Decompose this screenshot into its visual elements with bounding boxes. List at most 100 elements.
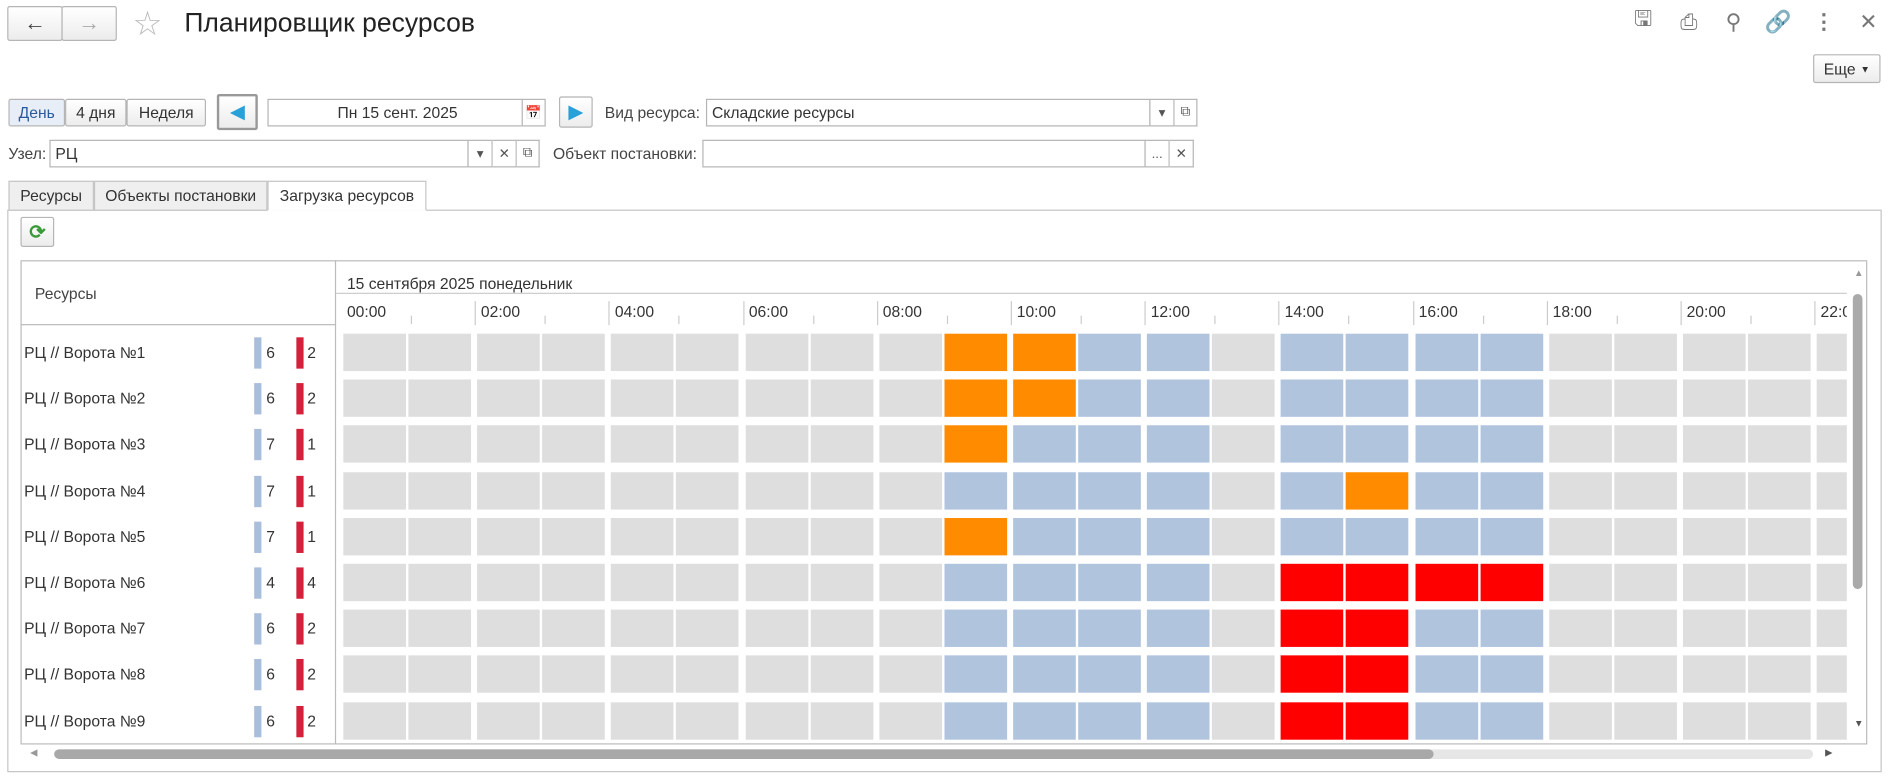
slot <box>745 425 808 464</box>
h-scrollbar[interactable]: ◀ ▶ <box>30 746 1833 759</box>
slot <box>542 379 605 418</box>
next-date[interactable]: ▶ <box>558 96 593 128</box>
slot <box>1281 425 1344 464</box>
slot <box>1281 471 1344 510</box>
slot <box>477 333 540 372</box>
hour-divider <box>1680 301 1682 326</box>
calendar-button[interactable]: 📅 <box>521 98 546 127</box>
slot <box>1682 563 1746 602</box>
date-field[interactable]: Пн 15 сент. 2025 <box>267 98 523 127</box>
slot <box>1614 701 1677 740</box>
half-tick <box>812 315 814 325</box>
busy-count: 2 <box>307 711 316 730</box>
resource-type-open[interactable]: ⧉ <box>1174 98 1198 127</box>
slot <box>1346 425 1409 464</box>
more-button[interactable]: Еще ▼ <box>1813 54 1881 84</box>
preview-icon[interactable]: ⚲ <box>1725 9 1742 34</box>
slot <box>1281 333 1344 372</box>
object-label: Объект постановки: <box>552 144 698 163</box>
tab-resources[interactable]: Ресурсы <box>8 180 94 211</box>
slot <box>1346 563 1409 602</box>
slot <box>879 655 942 694</box>
slot <box>810 655 873 694</box>
busy-count: 2 <box>307 665 316 684</box>
period-week[interactable]: Неделя <box>126 98 207 127</box>
slot <box>542 701 605 740</box>
timeline-date: 15 сентября 2025 понедельник <box>346 274 573 293</box>
object-field[interactable] <box>702 139 1146 168</box>
hour-divider <box>1010 301 1012 326</box>
half-tick <box>1616 315 1618 325</box>
node-clear[interactable]: ✕ <box>492 139 517 168</box>
slot <box>810 517 873 556</box>
slot <box>1548 425 1612 464</box>
tab-objects[interactable]: Объекты постановки <box>93 180 268 211</box>
period-4-days[interactable]: 4 дня <box>65 98 127 127</box>
forward-button[interactable]: → <box>61 6 117 41</box>
slot <box>1415 333 1478 372</box>
slot <box>542 655 605 694</box>
slot <box>343 333 406 372</box>
v-scrollbar[interactable]: ▲ ▼ <box>1852 267 1864 729</box>
free-bar <box>254 383 262 415</box>
slot <box>810 563 873 602</box>
half-tick <box>1080 315 1082 325</box>
save-icon[interactable]: 🖫 <box>1633 6 1653 31</box>
slot <box>408 425 472 464</box>
busy-count: 2 <box>307 619 316 638</box>
load-grid <box>337 325 1847 741</box>
object-clear[interactable]: ✕ <box>1169 139 1194 168</box>
slot <box>408 471 472 510</box>
link-icon[interactable]: 🔗 <box>1764 9 1792 34</box>
period-day[interactable]: День <box>8 98 66 127</box>
slot <box>1816 471 1847 510</box>
slot <box>944 609 1007 648</box>
half-tick <box>544 315 546 325</box>
half-tick <box>1214 315 1216 325</box>
node-field[interactable]: РЦ <box>49 139 469 168</box>
hour-divider <box>1814 301 1816 326</box>
slot <box>1212 563 1275 602</box>
slot <box>879 379 942 418</box>
hour-label: 04:00 <box>614 302 655 321</box>
slot <box>1013 379 1076 418</box>
resource-name: РЦ // Ворота №9 <box>24 711 146 730</box>
slot <box>1548 701 1612 740</box>
slot <box>745 563 808 602</box>
slot <box>1281 609 1344 648</box>
resource-list: РЦ // Ворота №1 6 2 РЦ // Ворота №2 6 2 РЦ // … <box>20 325 334 741</box>
more-button-label: Еще <box>1823 59 1856 78</box>
divider <box>336 292 1847 294</box>
object-select[interactable]: ... <box>1144 139 1170 168</box>
menu-icon[interactable]: ⋮ <box>1813 9 1835 34</box>
busy-count: 1 <box>307 481 316 500</box>
slot <box>611 655 674 694</box>
resource-type-field[interactable]: Складские ресурсы <box>705 98 1151 127</box>
back-button[interactable]: ← <box>7 6 63 41</box>
slot <box>810 609 873 648</box>
slot <box>1614 609 1677 648</box>
slot <box>1480 471 1543 510</box>
divider <box>334 260 337 745</box>
close-icon[interactable]: ✕ <box>1859 9 1878 34</box>
refresh-button[interactable]: ⟳ <box>20 216 55 247</box>
slot <box>1078 425 1141 464</box>
half-tick <box>1482 315 1484 325</box>
node-open[interactable]: ⧉ <box>516 139 540 168</box>
favorite-star[interactable]: ☆ <box>132 4 163 43</box>
prev-date[interactable]: ◀ <box>216 93 258 131</box>
slot <box>1415 609 1478 648</box>
resource-type-dropdown[interactable]: ▾ <box>1149 98 1175 127</box>
slot <box>745 609 808 648</box>
slot <box>676 425 739 464</box>
slot <box>1748 563 1811 602</box>
slot <box>1614 563 1677 602</box>
slot <box>1013 425 1076 464</box>
slot <box>1614 471 1677 510</box>
slot <box>343 655 406 694</box>
slot <box>1748 425 1811 464</box>
print-icon[interactable]: ⎙ <box>1680 9 1698 34</box>
node-dropdown[interactable]: ▾ <box>467 139 493 168</box>
tab-load[interactable]: Загрузка ресурсов <box>267 180 427 211</box>
